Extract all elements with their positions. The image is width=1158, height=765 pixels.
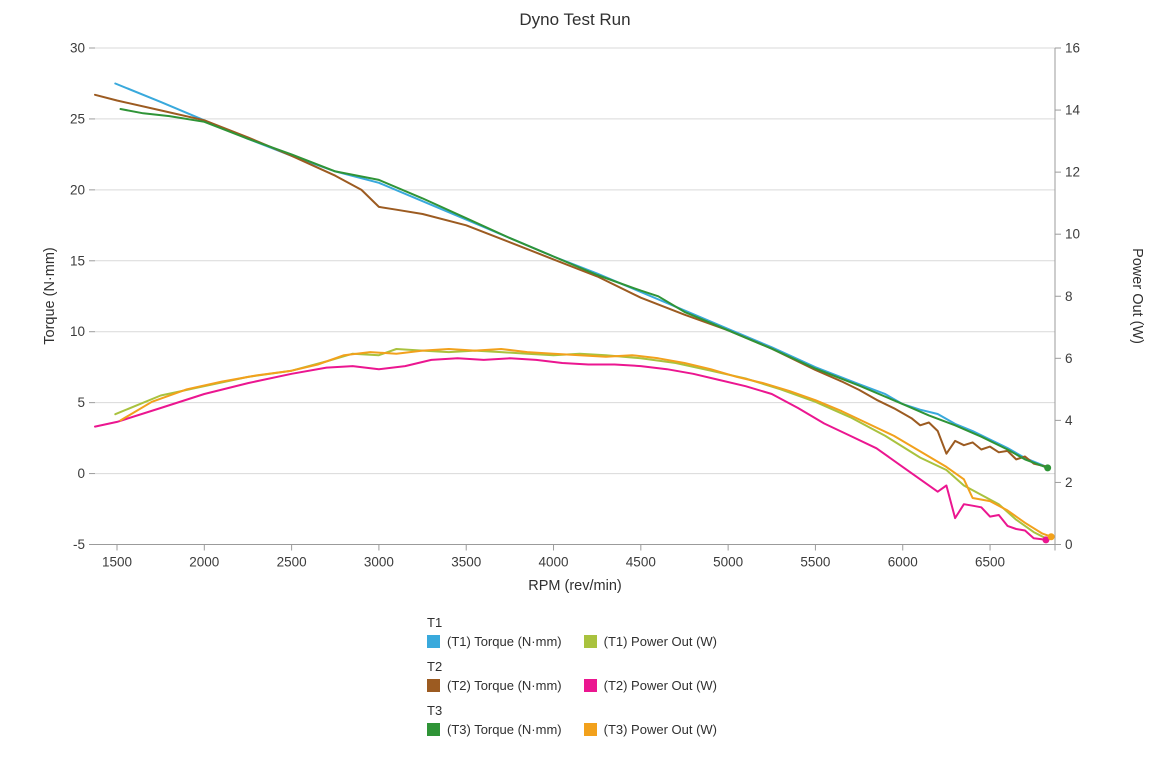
legend-label: (T1) Power Out (W) xyxy=(603,634,718,649)
legend-label: (T3) Power Out (W) xyxy=(603,722,718,737)
legend-group-title-t3: T3 xyxy=(427,703,443,718)
tick-label: -5 xyxy=(73,537,85,552)
legend-label: (T2) Torque (N·mm) xyxy=(447,678,562,693)
tick-label: 10 xyxy=(70,324,85,339)
tick-label: 1500 xyxy=(102,555,132,570)
series-line-2 xyxy=(94,93,1047,468)
tick-label: 4500 xyxy=(626,555,656,570)
tick-label: 16 xyxy=(1065,41,1080,56)
legend-label: (T3) Torque (N·mm) xyxy=(447,722,562,737)
tick-label: 12 xyxy=(1065,165,1080,180)
legend-swatch-t2-torque xyxy=(427,679,440,692)
tick-label: 8 xyxy=(1065,289,1073,304)
tick-label: 6500 xyxy=(975,555,1005,570)
legend-item-t3-torque[interactable]: (T3) Torque (N·mm) xyxy=(427,722,562,737)
tick-label: 4000 xyxy=(538,555,568,570)
series-line-5 xyxy=(119,348,1053,538)
tick-label: 0 xyxy=(1065,537,1073,552)
legend-swatch-t1-power xyxy=(583,635,597,648)
tick-label: 2000 xyxy=(189,555,219,570)
legend-group-title-t1: T1 xyxy=(427,615,443,630)
legend-row-t2: (T2) Torque (N·mm) (T2) Power Out (W) xyxy=(427,678,739,693)
tick-label: 0 xyxy=(77,466,85,481)
tick-label: 2 xyxy=(1065,475,1073,490)
legend-swatch-t3-power xyxy=(583,723,597,736)
series-line-3 xyxy=(94,357,1047,541)
legend-item-t3-power[interactable]: (T3) Power Out (W) xyxy=(583,722,718,737)
legend-row-t1: (T1) Torque (N·mm) (T1) Power Out (W) xyxy=(427,634,739,649)
legend-row-t3: (T3) Torque (N·mm) (T3) Power Out (W) xyxy=(427,722,739,737)
legend-item-t1-torque[interactable]: (T1) Torque (N·mm) xyxy=(427,634,562,649)
tick-label: 3500 xyxy=(451,555,481,570)
series-end-marker-3 xyxy=(1042,536,1050,544)
x-axis-title: RPM (rev/min) xyxy=(528,578,622,594)
chart-title: Dyno Test Run xyxy=(519,10,631,29)
series-end-marker-4 xyxy=(1044,464,1052,472)
legend-label: (T1) Torque (N·mm) xyxy=(447,634,562,649)
legend-swatch-t1-torque xyxy=(427,635,440,648)
legend-item-t2-torque[interactable]: (T2) Torque (N·mm) xyxy=(427,678,562,693)
series-end-marker-5 xyxy=(1047,533,1055,541)
series-line-4 xyxy=(119,108,1049,469)
tick-label: 4 xyxy=(1065,413,1073,428)
legend-item-t1-power[interactable]: (T1) Power Out (W) xyxy=(583,634,718,649)
tick-label: 30 xyxy=(70,41,85,56)
tick-label: 3000 xyxy=(364,555,394,570)
legend-group-title-t2: T2 xyxy=(427,659,443,674)
tick-label: 25 xyxy=(70,111,85,126)
tick-label: 14 xyxy=(1065,103,1081,118)
legend: T1 (T1) Torque (N·mm) (T1) Power Out (W)… xyxy=(427,606,739,747)
tick-label: 5500 xyxy=(800,555,830,570)
tick-label: 6 xyxy=(1065,351,1073,366)
tick-label: 5 xyxy=(77,395,85,410)
tick-label: 15 xyxy=(70,253,85,268)
legend-item-t2-power[interactable]: (T2) Power Out (W) xyxy=(583,678,718,693)
legend-swatch-t2-power xyxy=(583,679,597,692)
tick-label: 2500 xyxy=(277,555,307,570)
tick-label: 10 xyxy=(1065,227,1080,242)
tick-label: 6000 xyxy=(888,555,918,570)
legend-swatch-t3-torque xyxy=(427,723,440,736)
tick-label: 20 xyxy=(70,182,85,197)
legend-label: (T2) Power Out (W) xyxy=(603,678,718,693)
tick-label: 5000 xyxy=(713,555,743,570)
